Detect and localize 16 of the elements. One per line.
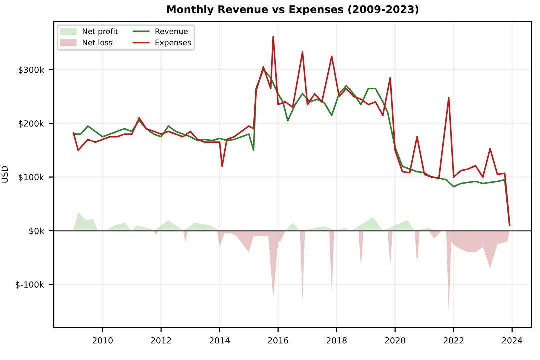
- x-tick-label: 2014: [210, 337, 230, 344]
- y-axis-title: USD: [2, 166, 8, 183]
- x-tick-label: 2024: [502, 337, 522, 344]
- y-tick-label: $100k: [18, 174, 44, 182]
- y-tick-label: $200k: [18, 120, 44, 128]
- chart-title: Monthly Revenue vs Expenses (2009-2023): [167, 5, 419, 16]
- x-tick-label: 2022: [444, 337, 464, 344]
- x-tick-label: 2012: [151, 337, 172, 344]
- line-series: [72, 36, 511, 226]
- x-tick-label: 2018: [326, 337, 347, 344]
- x-tick-label: 2010: [92, 337, 113, 344]
- x-tick-label: 2016: [268, 337, 288, 344]
- y-tick-label: $300k: [18, 66, 44, 74]
- y-tick-label: $-100k: [16, 281, 44, 290]
- x-tick-label: 2020: [385, 337, 406, 344]
- y-tick-label: $0k: [30, 228, 44, 236]
